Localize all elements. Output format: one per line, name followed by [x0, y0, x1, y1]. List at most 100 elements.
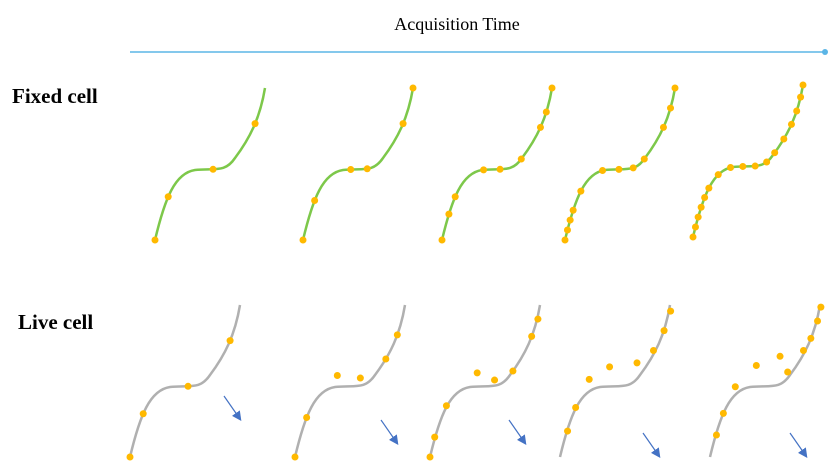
fluorophore [697, 203, 705, 211]
live-curve [428, 304, 542, 458]
fluorophore [569, 206, 577, 214]
fluorophore [671, 84, 679, 92]
fluorophore [727, 163, 735, 171]
fluorophore [356, 374, 364, 382]
fluorophore [291, 453, 299, 461]
axis-end [822, 49, 828, 55]
fluorophore [151, 236, 159, 244]
fixed-curve [153, 87, 267, 241]
fluorophore [480, 166, 488, 174]
fluorophore [691, 223, 699, 231]
fluorophore [705, 184, 713, 192]
fluorophore [763, 158, 771, 166]
fluorophore [251, 120, 259, 128]
fluorophore [712, 431, 720, 439]
fluorophore [438, 236, 446, 244]
fluorophore [382, 355, 390, 363]
axis-title: Acquisition Time [394, 14, 520, 34]
fluorophore [784, 368, 792, 376]
fluorophore [209, 165, 217, 173]
fluorophore [667, 307, 675, 315]
fluorophore [585, 375, 593, 383]
fluorophore [667, 104, 675, 112]
fluorophore [799, 81, 807, 89]
fluorophore [606, 363, 614, 371]
live-curve [708, 304, 822, 458]
fluorophore [496, 165, 504, 173]
fluorophore [333, 371, 341, 379]
fluorophore [780, 135, 788, 143]
fluorophore [311, 197, 319, 205]
fluorophore [807, 334, 815, 342]
fluorophore [689, 233, 697, 241]
fluorophore [640, 155, 648, 163]
drift-arrow [223, 395, 242, 421]
fluorophore [787, 120, 795, 128]
drift-arrow [642, 432, 661, 458]
live-curve [128, 304, 242, 458]
fluorophore [659, 123, 667, 131]
fluorophore [473, 369, 481, 377]
fluorophore [299, 236, 307, 244]
fluorophore [564, 427, 572, 435]
fluorophore [799, 347, 807, 355]
fluorophore [731, 383, 739, 391]
fluorophore [817, 303, 825, 311]
fluorophore [536, 123, 544, 131]
fluorophore [599, 166, 607, 174]
fluorophore [615, 165, 623, 173]
drift-arrow [380, 419, 399, 445]
fluorophore [409, 84, 417, 92]
fluorophore [566, 216, 574, 224]
fluorophore [814, 317, 822, 325]
fluorophore [363, 165, 371, 173]
fluorophore [542, 108, 550, 116]
fluorophore [442, 402, 450, 410]
fluorophore [793, 107, 801, 115]
fluorophore [751, 162, 759, 170]
fluorophore [714, 171, 722, 179]
fluorophore [752, 361, 760, 369]
fluorophore [548, 84, 556, 92]
fluorophore [184, 382, 192, 390]
fluorophore [431, 433, 439, 441]
fluorophore [517, 155, 525, 163]
fixed-curve [301, 87, 415, 241]
fluorophore [719, 409, 727, 417]
fluorophore [776, 352, 784, 360]
fluorophore [164, 193, 172, 201]
fluorophore [649, 347, 657, 355]
fixed-curve [563, 87, 677, 241]
fluorophore [426, 453, 434, 461]
fluorophore [561, 236, 569, 244]
fluorophore [739, 162, 747, 170]
fixed-curve [440, 87, 554, 241]
fluorophore [797, 93, 805, 101]
fluorophore [629, 164, 637, 172]
fluorophore [563, 226, 571, 234]
live-curve [293, 304, 407, 458]
fluorophore [491, 376, 499, 384]
fluorophore [534, 315, 542, 323]
fluorophore [399, 120, 407, 128]
fixed-curve [691, 84, 805, 238]
fluorophore [660, 327, 668, 335]
fluorophore [694, 213, 702, 221]
fluorophore [701, 194, 709, 202]
fluorophore [633, 359, 641, 367]
fluorophore [393, 331, 401, 339]
live-curve [558, 304, 672, 458]
drift-arrow [789, 432, 808, 458]
fluorophore [303, 414, 311, 422]
fluorophore [139, 410, 147, 418]
fluorophore [577, 187, 585, 195]
fluorophore [771, 149, 779, 157]
fluorophore [347, 166, 355, 174]
fluorophore [528, 332, 536, 340]
drift-arrow [508, 419, 527, 445]
fluorophore [226, 337, 234, 345]
row-label: Live cell [18, 310, 93, 334]
fluorophore [451, 193, 459, 201]
fluorophore [445, 210, 453, 218]
